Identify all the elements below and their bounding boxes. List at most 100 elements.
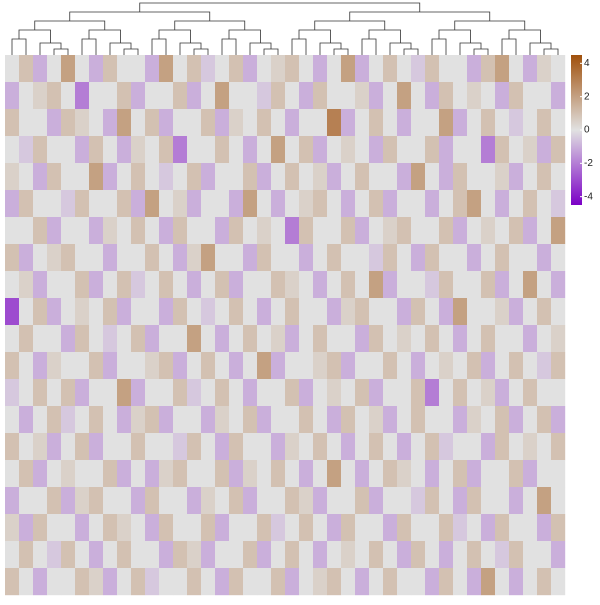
heatmap-cell [117, 568, 132, 596]
heatmap-cell [397, 541, 412, 569]
heatmap-cell [243, 514, 258, 542]
heatmap-cell [271, 514, 286, 542]
heatmap-cell [327, 568, 342, 596]
heatmap-cell [75, 379, 90, 407]
heatmap-cell [89, 487, 104, 515]
heatmap-cell [131, 136, 146, 164]
heatmap-cell [131, 352, 146, 380]
heatmap-cell [299, 487, 314, 515]
heatmap-cell [453, 568, 468, 596]
heatmap-cell [61, 298, 76, 326]
heatmap-cell [145, 217, 160, 245]
heatmap-cell [103, 55, 118, 83]
heatmap-cell [229, 190, 244, 218]
heatmap-cell [481, 379, 496, 407]
heatmap-cell [243, 352, 258, 380]
heatmap-cell [467, 460, 482, 488]
heatmap-cell [215, 163, 230, 191]
heatmap-cell [327, 136, 342, 164]
heatmap-cell [117, 298, 132, 326]
heatmap-cell [33, 217, 48, 245]
heatmap-cell [117, 271, 132, 299]
heatmap-cell [299, 379, 314, 407]
heatmap-cell [537, 244, 552, 272]
heatmap-cell [47, 379, 62, 407]
heatmap-cell [369, 433, 384, 461]
heatmap-cell [5, 109, 20, 137]
heatmap-cell [355, 82, 370, 110]
heatmap-cell [257, 244, 272, 272]
heatmap-cell [5, 55, 20, 83]
heatmap-cell [509, 217, 524, 245]
heatmap-cell [439, 82, 454, 110]
colorbar-tick-label: 0 [584, 125, 590, 136]
heatmap-cell [19, 379, 34, 407]
heatmap-cell [257, 487, 272, 515]
heatmap-cell [313, 433, 328, 461]
heatmap-cell [411, 325, 426, 353]
heatmap-cell [159, 325, 174, 353]
heatmap-cell [201, 568, 216, 596]
heatmap-cell [285, 460, 300, 488]
heatmap-cell [131, 109, 146, 137]
heatmap-cell [145, 82, 160, 110]
heatmap-cell [271, 190, 286, 218]
heatmap-cell [159, 55, 174, 83]
heatmap-cell [537, 55, 552, 83]
heatmap-cell [481, 406, 496, 434]
heatmap-cell [509, 487, 524, 515]
heatmap-cell [411, 433, 426, 461]
heatmap-cell [5, 190, 20, 218]
heatmap-cell [257, 217, 272, 245]
heatmap-cell [229, 352, 244, 380]
heatmap-cell [215, 217, 230, 245]
heatmap-cell [411, 352, 426, 380]
heatmap-cell [257, 379, 272, 407]
heatmap-cell [243, 55, 258, 83]
heatmap-cell [61, 163, 76, 191]
heatmap-cell [341, 406, 356, 434]
heatmap-cell [453, 325, 468, 353]
heatmap-cell [271, 568, 286, 596]
heatmap-cell [397, 109, 412, 137]
heatmap-cell [173, 55, 188, 83]
heatmap-cell [187, 82, 202, 110]
heatmap-cell [285, 82, 300, 110]
heatmap-cell [355, 298, 370, 326]
heatmap-cell [61, 325, 76, 353]
heatmap-cell [397, 82, 412, 110]
heatmap-cell [5, 244, 20, 272]
dendrogram-branch [473, 48, 489, 55]
heatmap-cell [243, 460, 258, 488]
heatmap-cell [187, 433, 202, 461]
heatmap-cell [75, 487, 90, 515]
heatmap-cell [33, 244, 48, 272]
heatmap-cell [285, 487, 300, 515]
heatmap-cell [523, 460, 538, 488]
heatmap-cell [397, 460, 412, 488]
heatmap-cell [285, 379, 300, 407]
heatmap-cell [411, 487, 426, 515]
heatmap-cell [75, 352, 90, 380]
heatmap-cell [495, 136, 510, 164]
heatmap-cell [131, 244, 146, 272]
heatmap-cell [285, 190, 300, 218]
heatmap-cell [117, 541, 132, 569]
heatmap-cell [397, 325, 412, 353]
heatmap-cell [89, 82, 104, 110]
heatmap-cell [271, 433, 286, 461]
heatmap-cell [47, 487, 62, 515]
heatmap-cell [243, 190, 258, 218]
heatmap-cell [145, 406, 160, 434]
heatmap-cell [453, 109, 468, 137]
heatmap-cell [341, 163, 356, 191]
dendrogram-branch [174, 20, 246, 30]
heatmap-cell [355, 244, 370, 272]
heatmap-cell [271, 217, 286, 245]
heatmap-cell [481, 487, 496, 515]
heatmap-cell [453, 82, 468, 110]
heatmap-cell [397, 514, 412, 542]
heatmap-cell [523, 163, 538, 191]
heatmap-cell [495, 352, 510, 380]
heatmap-cell [215, 271, 230, 299]
